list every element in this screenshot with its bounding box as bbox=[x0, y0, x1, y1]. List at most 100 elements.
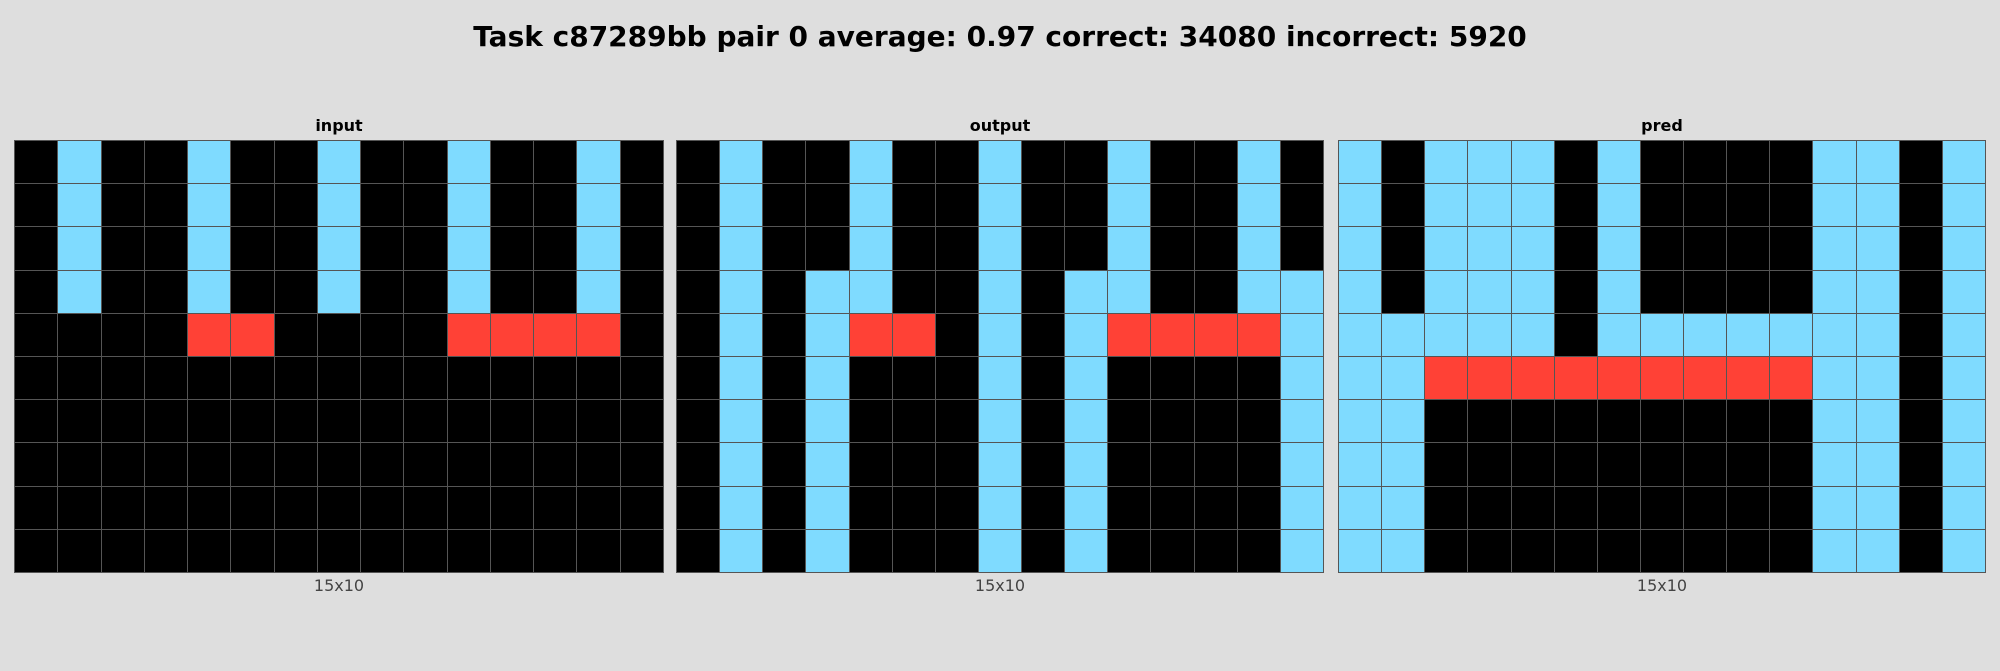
pred-cell-r4-c13 bbox=[1899, 313, 1942, 356]
output-cell-r6-c9 bbox=[1065, 400, 1108, 443]
pred-cell-r0-c4 bbox=[1511, 141, 1554, 184]
pred-cell-r7-c8 bbox=[1684, 443, 1727, 486]
output-cell-r8-c5 bbox=[892, 486, 935, 529]
input-panel-title: input bbox=[315, 116, 363, 135]
input-cell-r4-c5 bbox=[231, 313, 274, 356]
output-cell-r9-c0 bbox=[677, 529, 720, 572]
pred-cell-r2-c2 bbox=[1425, 227, 1468, 270]
output-cell-r3-c5 bbox=[892, 270, 935, 313]
input-cell-r0-c13 bbox=[577, 141, 620, 184]
input-cell-r1-c3 bbox=[144, 184, 188, 227]
input-cell-r6-c1 bbox=[58, 400, 101, 443]
input-cell-r3-c5 bbox=[231, 270, 274, 313]
output-cell-r6-c11 bbox=[1151, 400, 1194, 443]
input-cell-r3-c14 bbox=[620, 270, 663, 313]
input-cell-r2-c3 bbox=[144, 227, 188, 270]
output-cell-r2-c5 bbox=[892, 227, 935, 270]
pred-cell-r2-c13 bbox=[1899, 227, 1942, 270]
output-cell-r2-c12 bbox=[1194, 227, 1237, 270]
input-cell-r7-c8 bbox=[361, 443, 404, 486]
pred-cell-r3-c9 bbox=[1727, 270, 1770, 313]
pred-cell-r3-c13 bbox=[1899, 270, 1942, 313]
output-cell-r0-c3 bbox=[806, 141, 849, 184]
input-cell-r2-c6 bbox=[274, 227, 317, 270]
pred-cell-r2-c9 bbox=[1727, 227, 1770, 270]
input-cell-r4-c1 bbox=[58, 313, 101, 356]
output-cell-r1-c11 bbox=[1151, 184, 1194, 227]
input-cell-r0-c4 bbox=[188, 141, 231, 184]
pred-cell-r6-c1 bbox=[1382, 400, 1425, 443]
input-cell-r1-c8 bbox=[361, 184, 404, 227]
pred-cell-r1-c8 bbox=[1684, 184, 1727, 227]
output-cell-r5-c12 bbox=[1194, 357, 1237, 400]
input-cell-r4-c10 bbox=[447, 313, 490, 356]
output-cell-r1-c12 bbox=[1194, 184, 1237, 227]
input-cell-r5-c14 bbox=[620, 357, 663, 400]
output-cell-r2-c9 bbox=[1065, 227, 1108, 270]
pred-cell-r8-c1 bbox=[1382, 486, 1425, 529]
pred-cell-r2-c3 bbox=[1468, 227, 1511, 270]
input-cell-r4-c7 bbox=[317, 313, 361, 356]
pred-cell-r0-c6 bbox=[1597, 141, 1640, 184]
output-cell-r7-c8 bbox=[1022, 443, 1065, 486]
input-cell-r3-c0 bbox=[15, 270, 58, 313]
output-cell-r6-c13 bbox=[1237, 400, 1280, 443]
output-cell-r8-c7 bbox=[978, 486, 1022, 529]
output-cell-r7-c1 bbox=[720, 443, 763, 486]
input-cell-r5-c6 bbox=[274, 357, 317, 400]
pred-cell-r4-c1 bbox=[1382, 313, 1425, 356]
output-cell-r5-c6 bbox=[935, 357, 978, 400]
input-cell-r5-c0 bbox=[15, 357, 58, 400]
output-cell-r7-c2 bbox=[763, 443, 806, 486]
input-cell-r1-c2 bbox=[101, 184, 144, 227]
input-cell-r4-c0 bbox=[15, 313, 58, 356]
input-cell-r8-c13 bbox=[577, 486, 620, 529]
output-cell-r9-c7 bbox=[978, 529, 1022, 572]
input-cell-r1-c6 bbox=[274, 184, 317, 227]
output-cell-r2-c2 bbox=[763, 227, 806, 270]
pred-cell-r1-c9 bbox=[1727, 184, 1770, 227]
input-cell-r1-c9 bbox=[404, 184, 447, 227]
pred-cell-r5-c5 bbox=[1554, 357, 1597, 400]
output-cell-r3-c11 bbox=[1151, 270, 1194, 313]
pred-cell-r2-c11 bbox=[1813, 227, 1856, 270]
pred-cell-r8-c8 bbox=[1684, 486, 1727, 529]
input-cell-r4-c9 bbox=[404, 313, 447, 356]
input-cell-r6-c10 bbox=[447, 400, 490, 443]
input-cell-r0-c0 bbox=[15, 141, 58, 184]
pred-cell-r5-c9 bbox=[1727, 357, 1770, 400]
input-cell-r4-c13 bbox=[577, 313, 620, 356]
input-cell-r2-c8 bbox=[361, 227, 404, 270]
output-cell-r8-c6 bbox=[935, 486, 978, 529]
input-cell-r0-c12 bbox=[534, 141, 577, 184]
pred-cell-r2-c4 bbox=[1511, 227, 1554, 270]
input-cell-r2-c1 bbox=[58, 227, 101, 270]
output-cell-r7-c14 bbox=[1280, 443, 1323, 486]
input-cell-r1-c14 bbox=[620, 184, 663, 227]
output-cell-r0-c11 bbox=[1151, 141, 1194, 184]
input-cell-r8-c1 bbox=[58, 486, 101, 529]
output-cell-r8-c4 bbox=[849, 486, 892, 529]
output-cell-r8-c9 bbox=[1065, 486, 1108, 529]
input-cell-r3-c4 bbox=[188, 270, 231, 313]
pred-cell-r6-c3 bbox=[1468, 400, 1511, 443]
output-cell-r7-c10 bbox=[1108, 443, 1151, 486]
input-cell-r5-c1 bbox=[58, 357, 101, 400]
input-grid bbox=[14, 140, 664, 573]
output-cell-r8-c14 bbox=[1280, 486, 1323, 529]
output-cell-r4-c9 bbox=[1065, 313, 1108, 356]
pred-cell-r5-c4 bbox=[1511, 357, 1554, 400]
output-cell-r9-c11 bbox=[1151, 529, 1194, 572]
input-cell-r6-c5 bbox=[231, 400, 274, 443]
input-cell-r3-c8 bbox=[361, 270, 404, 313]
pred-cell-r3-c7 bbox=[1640, 270, 1684, 313]
output-cell-r0-c10 bbox=[1108, 141, 1151, 184]
output-cell-r6-c6 bbox=[935, 400, 978, 443]
output-cell-r0-c4 bbox=[849, 141, 892, 184]
input-cell-r8-c6 bbox=[274, 486, 317, 529]
pred-cell-r1-c0 bbox=[1339, 184, 1382, 227]
output-cell-r2-c14 bbox=[1280, 227, 1323, 270]
output-cell-r4-c12 bbox=[1194, 313, 1237, 356]
output-cell-r3-c6 bbox=[935, 270, 978, 313]
input-cell-r8-c0 bbox=[15, 486, 58, 529]
